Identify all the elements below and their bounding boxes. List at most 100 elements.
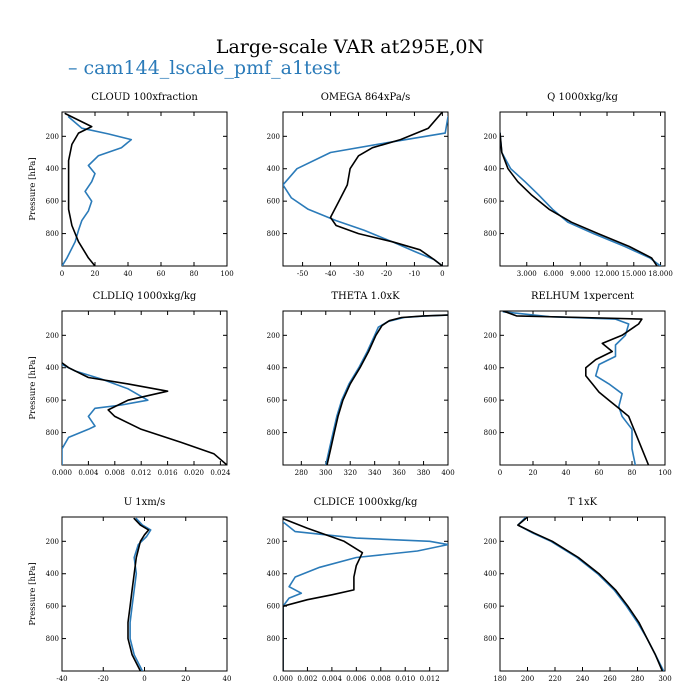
- x-tick-label: 400: [441, 469, 454, 477]
- panel-title: CLDICE 1000xkg/kg: [314, 497, 418, 508]
- y-tick-label: 600: [484, 603, 497, 611]
- x-tick-label: 380: [417, 469, 430, 477]
- y-tick-label: 800: [267, 230, 280, 238]
- y-tick-label: 800: [46, 429, 59, 437]
- x-tick-label: 0.020: [184, 469, 204, 477]
- series-line-test: [502, 311, 637, 465]
- y-tick-label: 800: [484, 230, 497, 238]
- panel-title: THETA 1.0xK: [331, 291, 400, 302]
- y-tick-label: 400: [267, 165, 280, 173]
- y-tick-label: 200: [484, 538, 497, 546]
- x-tick-label: 280: [631, 675, 644, 683]
- plot-frame: [499, 516, 666, 672]
- x-tick-label: 0.000: [52, 469, 72, 477]
- panel-title: RELHUM 1xpercent: [531, 291, 634, 302]
- x-tick-label: 60: [595, 469, 604, 477]
- y-tick-label: 400: [484, 364, 497, 372]
- series-line-test: [129, 517, 152, 671]
- y-tick-label: 200: [46, 332, 59, 340]
- series-line-ref: [502, 311, 650, 465]
- series-line-test: [517, 517, 665, 671]
- x-tick-label: 180: [493, 675, 506, 683]
- x-tick-label: 0: [440, 270, 444, 278]
- x-tick-label: 0: [142, 675, 146, 683]
- x-tick-label: -30: [353, 270, 364, 278]
- y-axis-label: Pressure [hPa]: [28, 562, 38, 625]
- panel-title: CLDLIQ 1000xkg/kg: [93, 291, 197, 302]
- panel-8: CLDICE 1000xkg/kg 200 400 600 800 0.000 0.002 0…: [267, 497, 449, 683]
- x-tick-label: 0.004: [78, 469, 99, 477]
- x-tick-label: 0.010: [395, 675, 415, 683]
- plot-frame: [61, 111, 228, 267]
- x-tick-label: -20: [98, 675, 109, 683]
- x-tick-label: 240: [576, 675, 589, 683]
- x-tick-label: 20: [181, 675, 190, 683]
- panel-5: THETA 1.0xK 200 400 600 800 280 300 320 340 360 38…: [267, 291, 455, 477]
- x-tick-label: 60: [157, 270, 166, 278]
- y-tick-label: 200: [46, 133, 59, 141]
- y-axis-label: Pressure [hPa]: [28, 356, 38, 419]
- y-tick-label: 200: [484, 332, 497, 340]
- y-tick-label: 400: [46, 570, 59, 578]
- x-tick-label: 220: [548, 675, 561, 683]
- x-tick-label: 6.000: [543, 270, 563, 278]
- x-tick-label: 0.000: [273, 675, 293, 683]
- x-tick-label: 12.000: [595, 270, 620, 278]
- y-tick-label: 200: [267, 133, 280, 141]
- y-tick-label: 600: [484, 397, 497, 405]
- series-line-ref: [127, 517, 150, 671]
- series-line-ref: [517, 517, 664, 671]
- series-line-ref: [62, 362, 227, 465]
- x-tick-label: 200: [521, 675, 534, 683]
- panel-title: OMEGA 864xPa/s: [321, 92, 411, 103]
- y-tick-label: 800: [484, 429, 497, 437]
- y-tick-label: 600: [267, 397, 280, 405]
- x-tick-label: 40: [223, 675, 232, 683]
- x-tick-label: 0.008: [371, 675, 391, 683]
- y-tick-label: 600: [267, 603, 280, 611]
- x-tick-label: 3.000: [517, 270, 537, 278]
- y-tick-label: 200: [267, 538, 280, 546]
- x-tick-label: 40: [124, 270, 133, 278]
- panel-2: OMEGA 864xPa/s 200 400 600 800 -50 -40 -30 -20 -1…: [267, 92, 449, 278]
- series-line-test: [324, 314, 448, 465]
- panel-7: U 1xm/s Pressure [hPa] 200 400 600 800 -40 -20 0…: [28, 497, 231, 683]
- panel-6: RELHUM 1xpercent 200 400 600 800 0 20 40 60 80 100: [484, 291, 672, 477]
- y-tick-label: 600: [46, 603, 59, 611]
- legend-entry: – cam144_lscale_pmf_a1test: [68, 57, 341, 79]
- plot-frame: [61, 310, 228, 466]
- x-tick-label: 0.016: [158, 469, 179, 477]
- x-tick-label: 320: [344, 469, 357, 477]
- series-line-ref: [283, 517, 364, 671]
- panel-title: U 1xm/s: [124, 497, 166, 508]
- y-tick-label: 600: [46, 397, 59, 405]
- y-tick-label: 600: [484, 198, 497, 206]
- panel-title: Q 1000xkg/kg: [547, 92, 618, 103]
- x-tick-label: 0.008: [105, 469, 125, 477]
- x-tick-label: 280: [295, 469, 308, 477]
- y-tick-label: 200: [46, 538, 59, 546]
- panel-3: Q 1000xkg/kg 200 400 600 800 3.000 6.000 9.000 1…: [484, 92, 673, 278]
- x-tick-label: -40: [56, 675, 67, 683]
- y-axis-label: Pressure [hPa]: [28, 157, 38, 220]
- series-line-ref: [64, 112, 96, 266]
- series-line-test: [62, 116, 133, 266]
- x-tick-label: 100: [220, 270, 233, 278]
- x-tick-label: 0.002: [297, 675, 317, 683]
- x-tick-label: 18.000: [648, 270, 673, 278]
- x-tick-label: 15.000: [622, 270, 647, 278]
- y-tick-label: 800: [46, 230, 59, 238]
- x-tick-label: 40: [562, 469, 571, 477]
- y-tick-label: 400: [267, 570, 280, 578]
- panel-9: T 1xK 200 400 600 800 180 200 220 240 260 280 300: [484, 497, 672, 683]
- plot-frame: [282, 516, 449, 672]
- plot-frame: [61, 516, 228, 672]
- plot-frame: [499, 111, 666, 267]
- x-tick-label: 80: [190, 270, 199, 278]
- panel-title: T 1xK: [568, 497, 598, 508]
- y-tick-label: 200: [484, 133, 497, 141]
- series-line-ref: [329, 112, 444, 266]
